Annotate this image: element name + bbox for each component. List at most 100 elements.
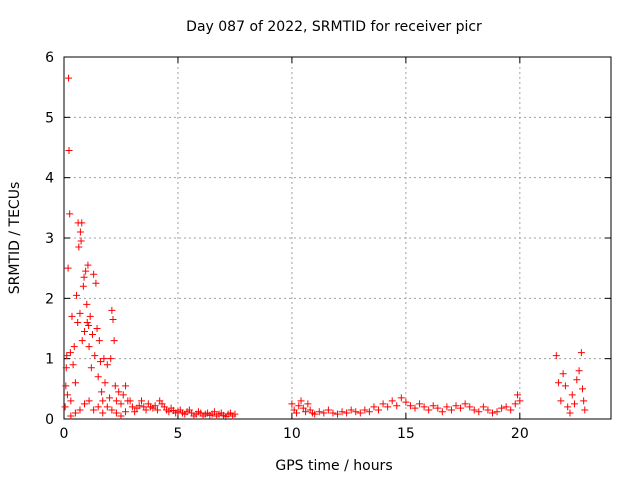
data-point-plus-marker <box>564 403 572 411</box>
data-point-plus-marker <box>74 318 82 326</box>
data-point-plus-marker <box>76 228 84 236</box>
data-point-plus-marker <box>343 409 351 417</box>
data-point-plus-marker <box>566 409 574 417</box>
data-point-plus-marker <box>128 403 136 411</box>
data-point-plus-marker <box>329 409 337 417</box>
data-point-plus-marker <box>302 408 310 416</box>
data-point-plus-marker <box>370 403 378 411</box>
data-point-plus-marker <box>297 397 305 405</box>
data-point-plus-marker <box>555 379 563 387</box>
x-tick-label: 5 <box>173 426 182 442</box>
data-point-plus-marker <box>493 408 501 416</box>
data-point-plus-marker <box>347 406 355 414</box>
data-point-plus-marker <box>315 408 323 416</box>
data-point-plus-marker <box>83 318 91 326</box>
data-point-plus-marker <box>447 406 455 414</box>
x-axis-label: GPS time / hours <box>275 458 392 474</box>
data-point-plus-marker <box>334 410 341 418</box>
data-point-plus-marker <box>112 397 120 405</box>
data-point-plus-marker <box>93 325 101 332</box>
data-point-plus-marker <box>112 409 120 417</box>
data-point-plus-marker <box>108 306 116 314</box>
data-point-plus-marker <box>94 403 102 411</box>
data-point-plus-marker <box>514 391 522 399</box>
data-point-plus-marker <box>77 237 85 245</box>
data-point-plus-marker <box>311 410 319 418</box>
y-tick-label: 5 <box>45 110 54 126</box>
data-point-plus-marker <box>79 282 87 290</box>
data-point-plus-marker <box>516 397 524 405</box>
data-point-plus-marker <box>443 403 451 411</box>
data-point-plus-marker <box>466 403 474 411</box>
data-point-plus-marker <box>65 147 73 155</box>
x-axis-ticks: 0 5 10 15 20 <box>60 57 529 442</box>
data-point-plus-marker <box>68 312 76 320</box>
data-point-plus-marker <box>101 379 109 387</box>
data-point-plus-marker <box>568 391 576 399</box>
data-point-plus-marker <box>62 364 70 372</box>
data-point-plus-marker <box>119 391 127 399</box>
data-point-plus-marker <box>94 373 102 381</box>
data-point-plus-marker <box>92 279 100 287</box>
data-point-plus-marker <box>95 337 103 345</box>
data-point-plus-marker <box>288 400 296 408</box>
data-point-plus-marker <box>81 400 89 408</box>
data-point-plus-marker <box>557 397 565 405</box>
data-point-plus-marker <box>87 364 95 372</box>
data-point-plus-marker <box>165 408 173 416</box>
data-point-plus-marker <box>111 382 119 390</box>
data-point-plus-marker <box>115 388 123 396</box>
data-point-plus-marker <box>70 343 78 351</box>
data-point-plus-marker <box>361 406 369 414</box>
data-point-plus-marker <box>80 273 88 281</box>
data-point-plus-marker <box>90 406 98 414</box>
data-point-plus-marker <box>475 408 483 416</box>
data-point-plus-marker <box>88 331 96 339</box>
data-point-plus-marker <box>117 412 125 420</box>
data-point-plus-marker <box>91 352 99 360</box>
data-points <box>61 74 589 421</box>
y-tick-label: 0 <box>45 412 54 428</box>
data-point-plus-marker <box>103 361 111 369</box>
data-point-plus-marker <box>110 337 118 345</box>
data-point-plus-marker <box>375 406 383 414</box>
data-point-plus-marker <box>67 397 75 405</box>
data-point-plus-marker <box>388 397 396 405</box>
data-point-plus-marker <box>338 408 346 416</box>
data-point-plus-marker <box>304 400 312 408</box>
data-point-plus-marker <box>85 321 93 329</box>
data-point-plus-marker <box>142 406 150 414</box>
data-point-plus-marker <box>365 408 373 416</box>
data-point-plus-marker <box>67 412 75 420</box>
data-point-plus-marker <box>573 376 581 384</box>
data-point-plus-marker <box>85 343 93 351</box>
data-point-plus-marker <box>66 210 74 218</box>
data-point-plus-marker <box>402 398 410 406</box>
data-point-plus-marker <box>84 261 92 269</box>
data-point-plus-marker <box>484 406 492 414</box>
data-point-plus-marker <box>320 409 328 417</box>
data-point-plus-marker <box>63 352 71 360</box>
data-point-plus-marker <box>71 379 79 387</box>
data-point-plus-marker <box>479 403 487 411</box>
data-point-plus-marker <box>117 400 125 408</box>
data-point-plus-marker <box>498 404 506 412</box>
data-point-plus-marker <box>135 402 143 410</box>
data-point-plus-marker <box>575 367 583 375</box>
data-point-plus-marker <box>126 397 134 405</box>
data-point-plus-marker <box>210 408 218 416</box>
data-point-plus-marker <box>502 403 510 411</box>
data-point-plus-marker <box>580 397 588 405</box>
data-point-plus-marker <box>411 404 419 412</box>
data-point-plus-marker <box>106 394 114 402</box>
data-point-plus-marker <box>76 309 84 317</box>
grid-lines <box>64 57 611 419</box>
data-point-plus-marker <box>65 74 73 82</box>
data-point-plus-marker <box>109 315 117 323</box>
data-point-plus-marker <box>559 370 567 378</box>
data-point-plus-marker <box>103 403 111 411</box>
y-axis-ticks: 0 1 2 3 4 5 6 <box>45 50 611 428</box>
data-point-plus-marker <box>384 403 392 411</box>
x-tick-label: 10 <box>283 426 301 442</box>
